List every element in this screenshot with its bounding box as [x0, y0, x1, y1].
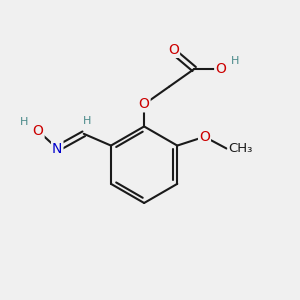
Text: CH₃: CH₃: [228, 142, 252, 155]
Text: O: O: [33, 124, 44, 138]
Text: H: H: [83, 116, 92, 126]
Text: N: N: [52, 142, 62, 155]
Text: O: O: [215, 62, 226, 76]
Text: H: H: [231, 56, 240, 66]
Text: H: H: [20, 117, 28, 127]
Text: O: O: [168, 43, 179, 57]
Text: O: O: [139, 98, 149, 111]
Text: O: O: [199, 130, 210, 144]
